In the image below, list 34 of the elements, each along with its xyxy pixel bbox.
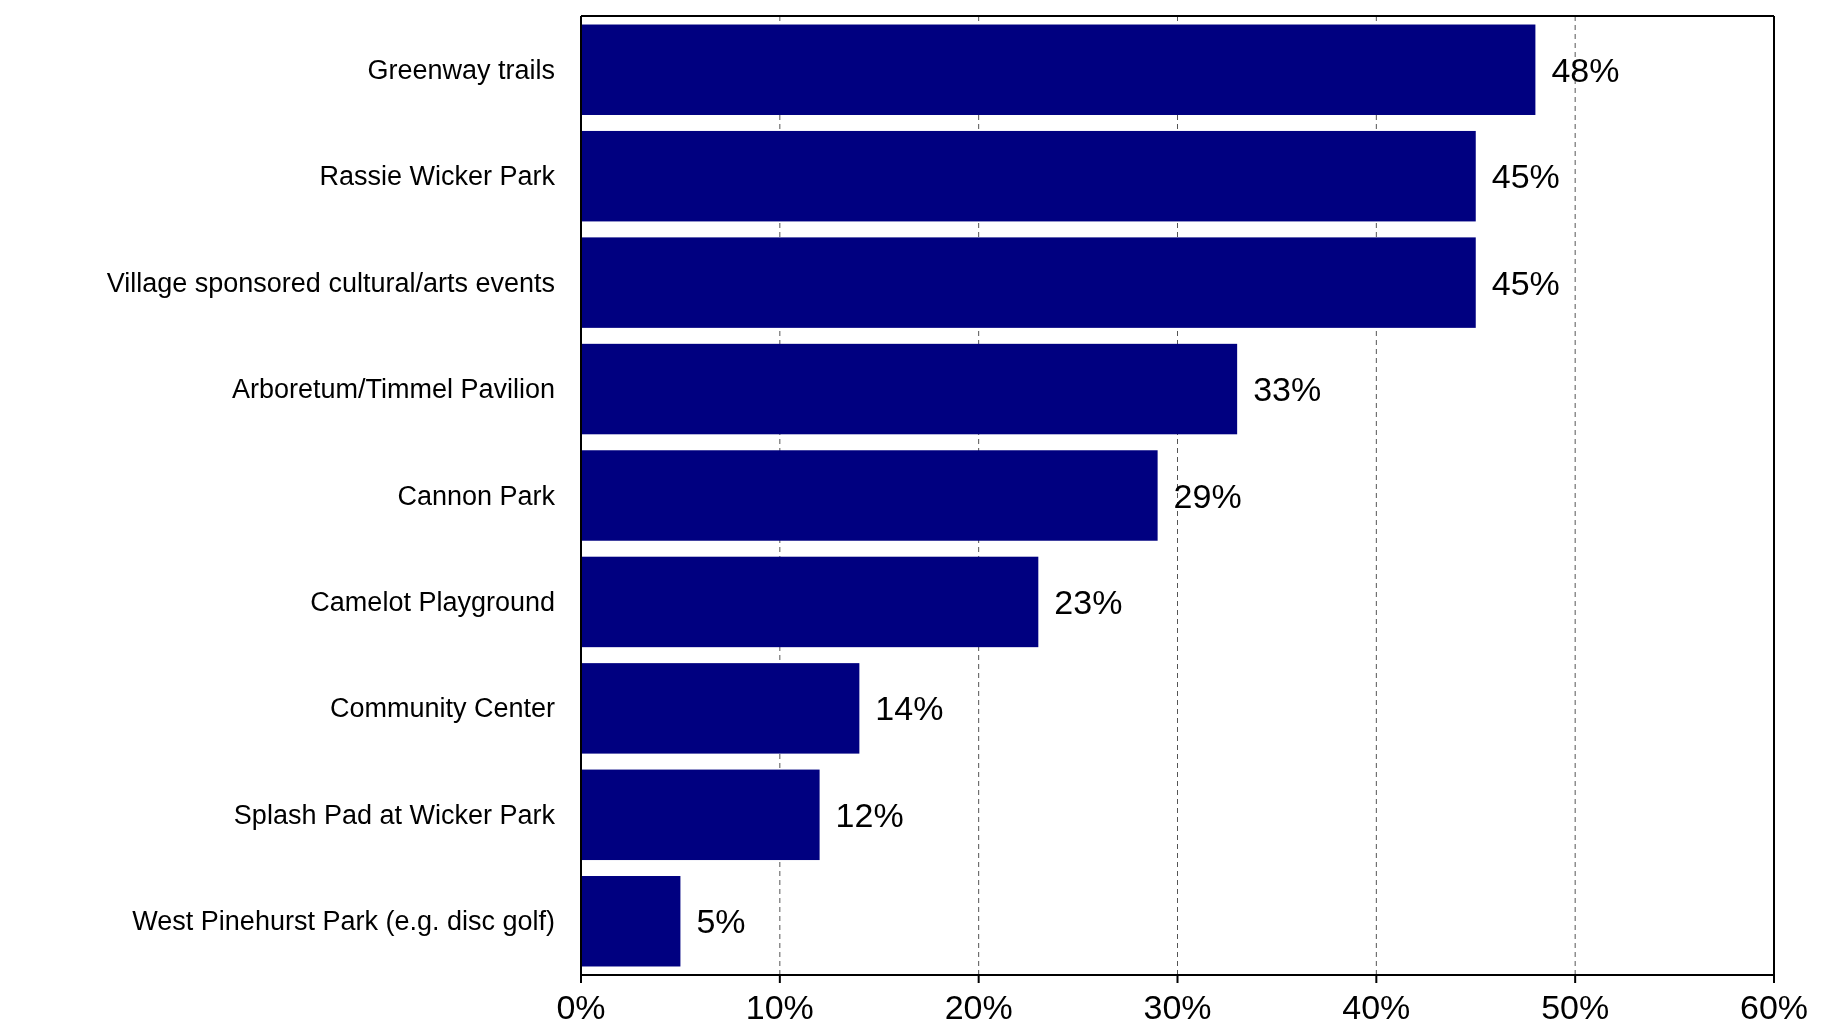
data-label: 29% [1173,476,1242,515]
x-tick-label: 60% [1739,988,1809,1026]
bar [581,556,1039,648]
data-label: 5% [696,902,746,941]
x-tick-label: 40% [1342,988,1411,1026]
bar [581,237,1476,328]
x-tick-label: 10% [745,988,814,1026]
y-tick-label: Community Center [329,693,555,724]
bar [581,24,1536,115]
x-tick-label: 30% [1143,988,1212,1026]
y-tick-label: Greenway trails [367,54,555,85]
data-label: 45% [1491,157,1560,196]
y-tick-label: Cannon Park [397,480,556,511]
bar [581,769,820,861]
x-tick-label: 20% [944,988,1013,1026]
data-label: 33% [1253,370,1322,409]
data-label: 14% [875,689,944,728]
bar [581,130,1476,222]
bar [581,876,681,967]
bar [581,343,1238,435]
y-tick-label: West Pinehurst Park (e.g. disc golf) [132,906,555,937]
data-label: 45% [1491,263,1560,302]
data-label: 48% [1551,50,1620,89]
y-tick-label: Rassie Wicker Park [319,161,556,192]
data-label: 23% [1054,582,1123,621]
y-tick-label: Camelot Playground [310,586,555,617]
x-tick-label: 0% [556,988,606,1026]
y-tick-label: Splash Pad at Wicker Park [233,799,556,830]
data-label: 12% [835,795,904,834]
x-tick-label: 50% [1541,988,1610,1026]
bar [581,450,1158,541]
bar [581,663,860,754]
y-tick-label: Arboretum/Timmel Pavilion [231,374,555,405]
y-tick-label: Village sponsored cultural/arts events [106,267,555,298]
